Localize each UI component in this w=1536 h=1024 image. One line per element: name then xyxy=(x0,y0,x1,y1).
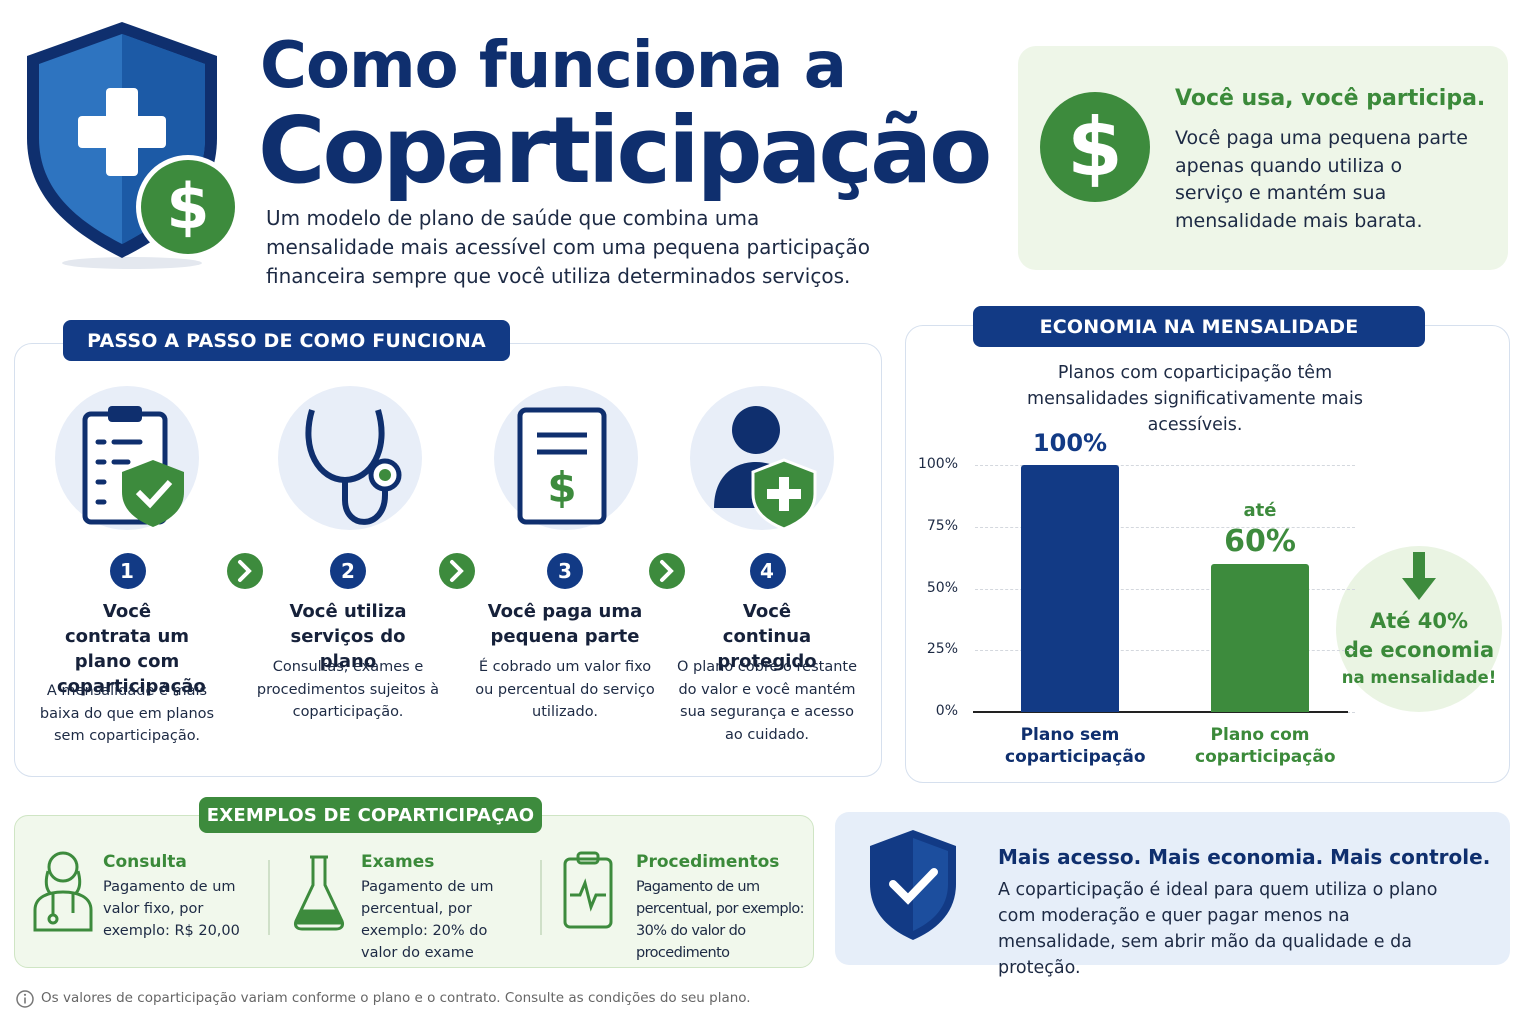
step-number: 2 xyxy=(341,559,355,583)
step-title: Você paga uma pequena parte xyxy=(487,601,643,647)
step-title: Você utiliza serviços do plano xyxy=(289,601,407,672)
chart-subtitle: Planos com coparticipação têm mensalidad… xyxy=(1027,363,1363,435)
y-tick-label: 50% xyxy=(926,579,958,596)
example-text: Pagamento de um valor fixo, por exemplo:… xyxy=(103,879,240,939)
y-tick-label: 100% xyxy=(917,456,958,472)
bar xyxy=(1211,563,1309,712)
example-text: Pagamento de um percentual, por exemplo:… xyxy=(361,879,494,961)
callout-line: Até 40% xyxy=(1369,609,1469,633)
closing-text: A coparticipação é ideal para quem utili… xyxy=(998,880,1438,978)
highlight-title: Você usa, você participa. xyxy=(1175,86,1486,111)
step-title: Você contrata um plano com coparticipaçã… xyxy=(57,601,206,697)
title-line2: Coparticipação xyxy=(258,97,992,204)
step-text: Consultas, exames e procedimentos sujeit… xyxy=(256,659,440,720)
x-axis xyxy=(973,711,1348,713)
shield-icon: $ xyxy=(27,22,240,269)
step-text: O plano cobre o restante do valor e você… xyxy=(677,659,857,743)
svg-text:$: $ xyxy=(547,463,576,512)
check-shield xyxy=(870,830,956,940)
chart-title: ECONOMIA NA MENSALIDADE xyxy=(973,306,1425,347)
examples-icons xyxy=(33,851,613,935)
grid-line xyxy=(975,588,1355,590)
steps-icons: $ xyxy=(55,386,834,589)
example-title: Procedimentos xyxy=(636,852,780,872)
x-tick-label: Plano sem coparticipação xyxy=(1005,725,1146,767)
dollar-icon: $ xyxy=(1040,92,1150,202)
step-text: É cobrado um valor fixo ou percentual do… xyxy=(475,659,655,720)
x-tick-label: Plano com coparticipação xyxy=(1195,725,1336,767)
title-line1: Como funciona a xyxy=(260,29,847,103)
grid-line xyxy=(975,650,1355,652)
value-label: 60% xyxy=(1224,523,1296,559)
example-title: Consulta xyxy=(103,852,187,872)
y-tick-label: 25% xyxy=(926,641,958,658)
steps-heading: PASSO A PASSO DE COMO FUNCIONA xyxy=(63,320,510,361)
bar xyxy=(1021,465,1119,712)
example-text: Pagamento de um percentual, por exemplo:… xyxy=(636,879,805,961)
step-number: 3 xyxy=(558,559,572,583)
examples-heading: EXEMPLOS DE COPARTICIPAÇAO xyxy=(199,797,542,833)
callout-line: na mensalidade! xyxy=(1341,668,1497,687)
callout-line: de economia xyxy=(1343,638,1495,662)
step-text: A mensalidade é mais baixa do que em pla… xyxy=(39,683,215,744)
grid-line xyxy=(975,465,1355,466)
grid-line xyxy=(975,526,1355,528)
subtitle: Um modelo de plano de saúde que combina … xyxy=(266,206,871,288)
y-tick-label: 75% xyxy=(926,517,958,534)
examples-panel xyxy=(14,815,814,968)
value-label: 100% xyxy=(1032,429,1108,457)
step-number: 1 xyxy=(120,559,134,583)
svg-text:$: $ xyxy=(166,170,209,243)
value-annotation: até xyxy=(1243,499,1277,521)
example-title: Exames xyxy=(361,852,435,872)
step-title: Você continua protegido xyxy=(717,601,817,672)
down-arrow xyxy=(1402,552,1436,600)
y-tick-label: 0% xyxy=(935,703,958,719)
highlight-text: Você paga uma pequena parte apenas quand… xyxy=(1175,127,1468,232)
step-number: 4 xyxy=(760,559,774,583)
callout: Até 40% de economia na mensalidade! xyxy=(1340,607,1498,691)
svg-text:$: $ xyxy=(1067,101,1123,194)
info-icon xyxy=(16,990,34,1008)
footnote: Os valores de coparticipação variam conf… xyxy=(41,990,751,1006)
closing-title: Mais acesso. Mais economia. Mais control… xyxy=(998,845,1491,869)
